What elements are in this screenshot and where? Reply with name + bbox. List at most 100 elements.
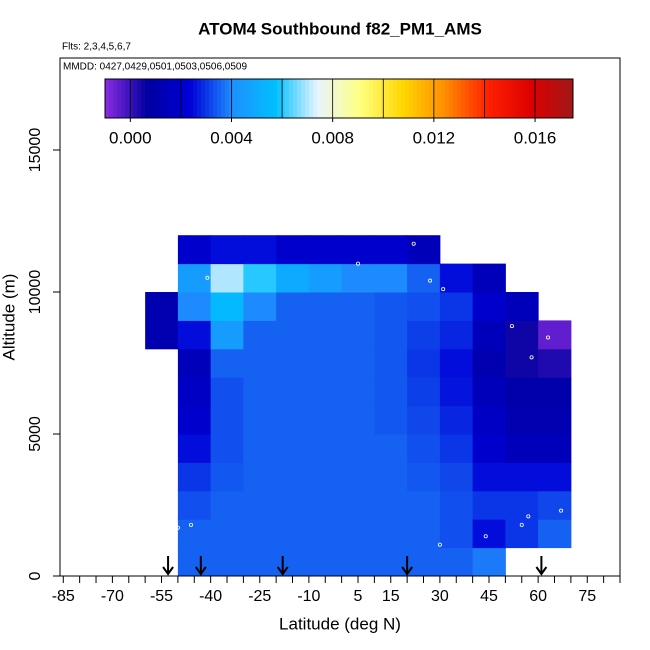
colorbar-swatch <box>485 79 490 118</box>
x-tick-label: -55 <box>150 588 173 605</box>
colorbar-swatch <box>245 79 250 118</box>
colorbar-swatch <box>425 79 430 118</box>
heat-cell <box>341 547 375 577</box>
chart-title: ATOM4 Southbound f82_PM1_AMS <box>198 19 482 38</box>
heat-cell <box>407 377 441 407</box>
heat-cell <box>276 434 310 463</box>
colorbar-swatch <box>329 79 334 118</box>
heat-cell <box>538 377 572 407</box>
heat-cell <box>374 434 408 463</box>
colorbar-swatch <box>217 79 222 118</box>
colorbar-swatch <box>369 79 374 118</box>
heat-cell <box>374 235 408 265</box>
heat-cell <box>177 348 212 378</box>
heat-cell <box>243 263 277 293</box>
colorbar-swatch <box>413 79 418 118</box>
colorbar-swatch <box>481 79 486 118</box>
heat-cell <box>341 348 375 378</box>
colorbar-swatch <box>169 79 174 118</box>
colorbar-swatch <box>129 79 134 118</box>
obs-point <box>428 278 433 283</box>
colorbar-swatch <box>241 79 246 118</box>
x-tick-label: 75 <box>578 588 596 605</box>
heat-cell <box>472 320 506 350</box>
heat-cell <box>308 547 343 577</box>
colorbar-swatch <box>465 79 470 118</box>
colorbar-swatch <box>181 79 186 118</box>
heat-cell <box>505 462 539 492</box>
heat-cell <box>243 292 277 321</box>
colorbar-swatch <box>393 79 398 118</box>
heat-cell <box>374 519 408 549</box>
heat-cell <box>308 235 343 265</box>
colorbar-swatch <box>377 79 382 118</box>
colorbar-swatch <box>197 79 202 118</box>
flight-arrow <box>535 556 548 576</box>
obs-point <box>356 261 361 266</box>
colorbar-swatch <box>429 79 434 118</box>
obs-point <box>483 534 488 539</box>
heat-cell <box>308 292 343 321</box>
heat-cell <box>177 547 212 577</box>
y-axis-label: Altitude (m) <box>0 274 18 361</box>
colorbar-swatch <box>273 79 278 118</box>
arrow-head <box>195 566 207 576</box>
heat-cell <box>374 320 408 350</box>
heat-cell <box>439 519 474 549</box>
obs-point <box>519 522 524 527</box>
heat-cell <box>407 405 441 435</box>
heat-cell <box>341 405 375 435</box>
colorbar-swatch <box>493 79 498 118</box>
heat-cell <box>505 320 539 350</box>
heat-cell <box>472 377 506 407</box>
colorbar-swatch <box>453 79 458 118</box>
heat-cell <box>210 320 244 350</box>
colorbar-swatch <box>261 79 266 118</box>
y-tick-label: 10000 <box>27 270 44 315</box>
obs-point <box>411 241 416 246</box>
heat-cell <box>210 547 244 577</box>
heat-cell <box>341 377 375 407</box>
colorbar-swatch <box>209 79 214 118</box>
colorbar-swatch <box>457 79 462 118</box>
colorbar-swatch <box>121 79 126 118</box>
x-axis-label: Latitude (deg N) <box>279 614 401 633</box>
colorbar-swatch <box>337 79 342 118</box>
colorbar-swatch <box>357 79 362 118</box>
colorbar-swatch <box>477 79 482 118</box>
heat-cell <box>341 434 375 463</box>
heat-cell <box>210 490 244 520</box>
colorbar-swatch <box>385 79 390 118</box>
heat-cell <box>276 263 310 293</box>
colorbar-swatch <box>569 79 574 118</box>
colorbar-swatch <box>289 79 294 118</box>
colorbar-swatch <box>161 79 166 118</box>
heat-cell <box>276 320 310 350</box>
colorbar-tick-label: 0.016 <box>514 128 557 147</box>
colorbar-swatch <box>173 79 178 118</box>
colorbar-swatch <box>373 79 378 118</box>
colorbar-swatch <box>277 79 282 118</box>
colorbar-swatch <box>321 79 326 118</box>
heat-cell <box>177 235 212 265</box>
arrow-head <box>401 566 413 576</box>
heat-cell <box>439 462 474 492</box>
heat-cell <box>505 405 539 435</box>
heat-cell <box>538 519 572 549</box>
heat-cell <box>210 348 244 378</box>
colorbar-swatch <box>205 79 210 118</box>
colorbar-swatch <box>345 79 350 118</box>
colorbar-swatch <box>565 79 570 118</box>
colorbar-swatch <box>405 79 410 118</box>
heat-cell <box>308 348 343 378</box>
heat-cell <box>472 519 506 549</box>
colorbar-swatch <box>521 79 526 118</box>
colorbar-swatch <box>449 79 454 118</box>
heat-cell <box>341 320 375 350</box>
heat-cell <box>472 434 506 463</box>
colorbar-swatch <box>557 79 562 118</box>
colorbar-swatch <box>309 79 314 118</box>
heat-cell <box>341 490 375 520</box>
heat-cell <box>308 519 343 549</box>
flight-arrow <box>401 556 413 576</box>
